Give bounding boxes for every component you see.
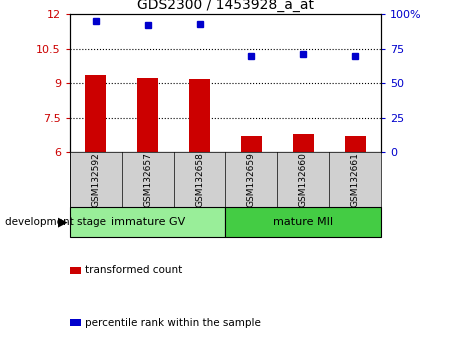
Bar	[70, 319, 81, 326]
Text: development stage: development stage	[5, 217, 106, 227]
Text: ▶: ▶	[58, 216, 68, 229]
Text: GSM132592: GSM132592	[92, 152, 100, 207]
Text: immature GV: immature GV	[110, 217, 185, 227]
Bar	[345, 136, 365, 152]
Text: GSM132661: GSM132661	[351, 152, 359, 207]
Bar	[70, 267, 81, 274]
FancyBboxPatch shape	[70, 207, 226, 237]
Text: GSM132660: GSM132660	[299, 152, 308, 207]
Bar	[85, 75, 106, 152]
Bar	[293, 134, 313, 152]
Text: transformed count: transformed count	[86, 265, 183, 275]
Title: GDS2300 / 1453928_a_at: GDS2300 / 1453928_a_at	[137, 0, 314, 12]
Text: GSM132657: GSM132657	[143, 152, 152, 207]
Bar	[241, 136, 262, 152]
Text: percentile rank within the sample: percentile rank within the sample	[86, 318, 261, 327]
FancyBboxPatch shape	[226, 207, 381, 237]
Text: mature MII: mature MII	[273, 217, 333, 227]
Bar	[189, 79, 210, 152]
Bar	[137, 78, 158, 152]
Text: GSM132659: GSM132659	[247, 152, 256, 207]
Text: GSM132658: GSM132658	[195, 152, 204, 207]
